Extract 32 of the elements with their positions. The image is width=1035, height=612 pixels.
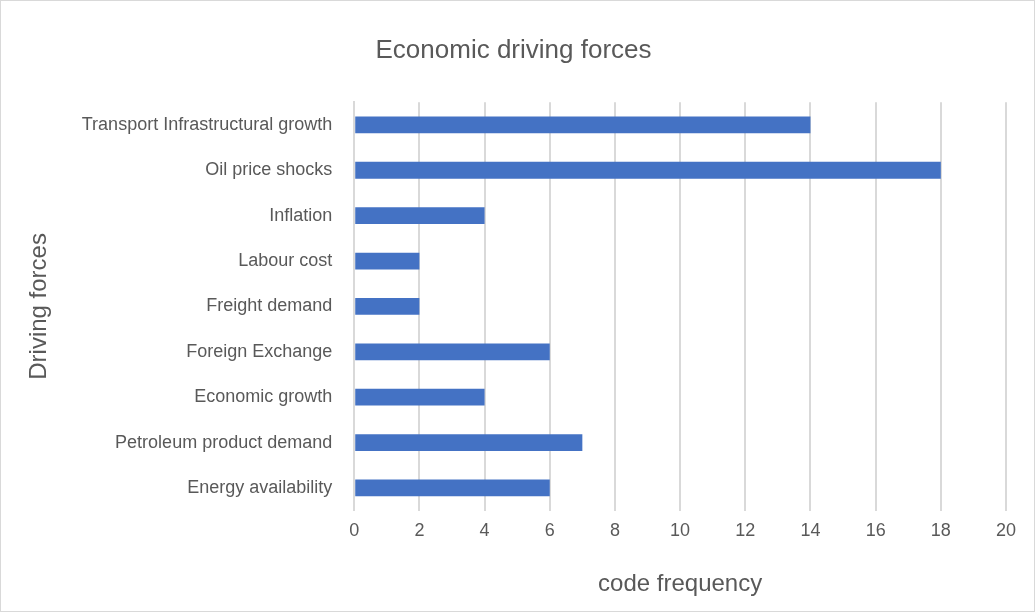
y-tick-label: Energy availability xyxy=(187,476,333,497)
x-tick-label: 20 xyxy=(995,520,1017,541)
bar xyxy=(355,207,485,225)
x-tick-label: 18 xyxy=(930,520,951,541)
x-tick-label: 14 xyxy=(800,520,821,541)
x-tick-label: 12 xyxy=(735,520,756,541)
x-tick-label: 2 xyxy=(414,520,425,541)
x-tick-label: 0 xyxy=(349,520,360,541)
bar xyxy=(355,479,550,497)
bar xyxy=(355,298,420,315)
bar xyxy=(355,388,485,406)
y-tick-label: Transport Infrastructural growth xyxy=(81,113,333,134)
y-tick-label: Economic growth xyxy=(194,386,333,407)
x-tick-label: 4 xyxy=(479,520,490,541)
bar xyxy=(355,161,941,179)
x-axis-title: code frequency xyxy=(598,569,763,597)
y-tick-label: Foreign Exchange xyxy=(186,340,333,361)
y-axis-title: Driving forces xyxy=(24,233,52,380)
bar xyxy=(355,343,550,361)
y-tick-label: Inflation xyxy=(269,204,333,225)
y-tick-label: Petroleum product demand xyxy=(115,431,333,452)
y-tick-label: Oil price shocks xyxy=(205,159,333,180)
x-tick-label: 6 xyxy=(544,520,555,541)
y-tick-label: Labour cost xyxy=(238,249,333,270)
x-tick-label: 16 xyxy=(865,520,886,541)
y-tick-label: Freight demand xyxy=(206,295,333,316)
x-tick-label: 10 xyxy=(670,520,691,541)
bar xyxy=(355,434,583,451)
bar xyxy=(355,252,420,270)
chart-title: Economic driving forces xyxy=(375,33,652,64)
bar xyxy=(355,116,811,134)
x-tick-label: 8 xyxy=(609,520,620,541)
